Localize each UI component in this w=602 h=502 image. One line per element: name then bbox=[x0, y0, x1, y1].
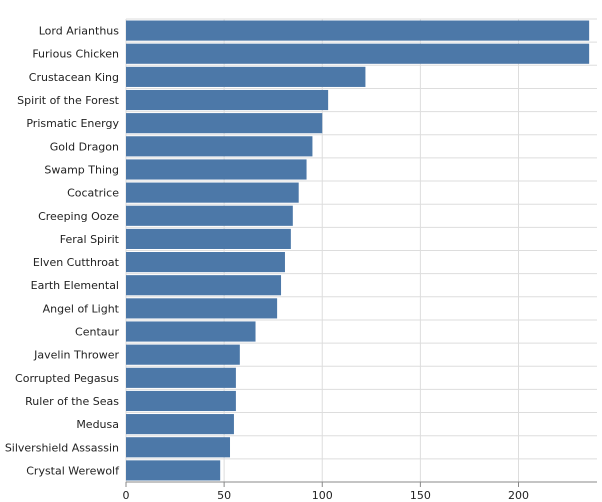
bar bbox=[126, 205, 293, 226]
category-label: Corrupted Pegasus bbox=[15, 372, 119, 385]
x-tick-label: 0 bbox=[123, 489, 130, 502]
category-label: Gold Dragon bbox=[50, 140, 119, 153]
bar bbox=[126, 252, 285, 273]
category-label: Ruler of the Seas bbox=[25, 395, 119, 408]
bar bbox=[126, 298, 278, 319]
bar bbox=[126, 275, 282, 296]
category-label: Swamp Thing bbox=[44, 163, 119, 176]
bar bbox=[126, 43, 590, 64]
category-label: Feral Spirit bbox=[60, 233, 120, 246]
bar bbox=[126, 182, 299, 203]
category-label: Spirit of the Forest bbox=[17, 94, 120, 107]
bar bbox=[126, 437, 231, 458]
bar bbox=[126, 113, 323, 134]
bar bbox=[126, 136, 313, 157]
category-label: Javelin Thrower bbox=[33, 349, 119, 362]
category-label: Prismatic Energy bbox=[26, 117, 119, 130]
bar bbox=[126, 89, 329, 111]
category-label: Cocatrice bbox=[67, 187, 119, 200]
x-axis: 0 50 100 150 200 bbox=[123, 481, 597, 502]
bar bbox=[126, 460, 221, 481]
bar bbox=[126, 414, 234, 435]
bar bbox=[126, 344, 240, 365]
x-tick-label: 100 bbox=[312, 489, 333, 502]
bars-layer bbox=[126, 20, 590, 481]
category-label: Furious Chicken bbox=[32, 48, 119, 61]
x-tick-label: 50 bbox=[217, 489, 231, 502]
category-label: Crustacean King bbox=[29, 71, 119, 84]
bar bbox=[126, 66, 366, 87]
bar bbox=[126, 228, 291, 249]
category-labels: Lord Arianthus Furious Chicken Crustacean … bbox=[5, 25, 120, 478]
category-label: Crystal Werewolf bbox=[26, 464, 120, 477]
category-label: Angel of Light bbox=[43, 302, 120, 315]
x-tick-label: 200 bbox=[508, 489, 529, 502]
category-label: Elven Cutthroat bbox=[33, 256, 120, 269]
bar bbox=[126, 321, 256, 342]
category-label: Medusa bbox=[76, 418, 119, 431]
category-label: Silvershield Assassin bbox=[5, 441, 119, 454]
bar bbox=[126, 20, 590, 41]
category-label: Earth Elemental bbox=[31, 279, 119, 292]
grid-layer bbox=[125, 18, 597, 483]
category-label: Centaur bbox=[75, 326, 119, 339]
bar bbox=[126, 159, 307, 180]
category-label: Creeping Ooze bbox=[38, 210, 119, 223]
bar bbox=[126, 367, 236, 388]
x-tick-label: 150 bbox=[410, 489, 431, 502]
category-label: Lord Arianthus bbox=[39, 25, 120, 38]
bar bbox=[126, 390, 236, 412]
